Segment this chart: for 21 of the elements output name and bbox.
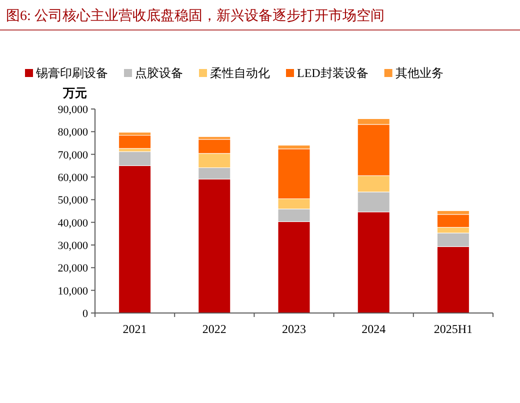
bar bbox=[118, 135, 152, 149]
y-tick-label: 10,000 bbox=[58, 285, 88, 298]
x-tick-label: 2025H1 bbox=[434, 322, 473, 336]
legend-label: 其他业务 bbox=[395, 66, 444, 80]
x-tick-label: 2024 bbox=[362, 322, 386, 336]
y-tick-label: 70,000 bbox=[58, 149, 88, 162]
y-tick-label: 30,000 bbox=[58, 240, 88, 252]
y-tick-label: 60,000 bbox=[58, 172, 88, 184]
x-tick-label: 2021 bbox=[122, 322, 147, 336]
y-axis-title: 万元 bbox=[62, 86, 87, 100]
y-tick-label: 0 bbox=[82, 308, 88, 320]
x-tick-label: 2023 bbox=[282, 322, 306, 336]
title: 图6: 公司核心主业营收底盘稳固，新兴设备逐步打开市场空间 bbox=[6, 9, 384, 24]
y-tick-label: 80,000 bbox=[58, 126, 88, 139]
x-tick-label: 2022 bbox=[202, 322, 226, 336]
y-tick-label: 50,000 bbox=[58, 194, 88, 207]
y-tick-label: 90,000 bbox=[58, 104, 88, 116]
y-tick-label: 40,000 bbox=[58, 217, 88, 230]
legend-label: 点胶设备 bbox=[135, 66, 183, 80]
y-tick-label: 20,000 bbox=[58, 262, 88, 275]
legend-label: 柔性自动化 bbox=[210, 66, 270, 80]
